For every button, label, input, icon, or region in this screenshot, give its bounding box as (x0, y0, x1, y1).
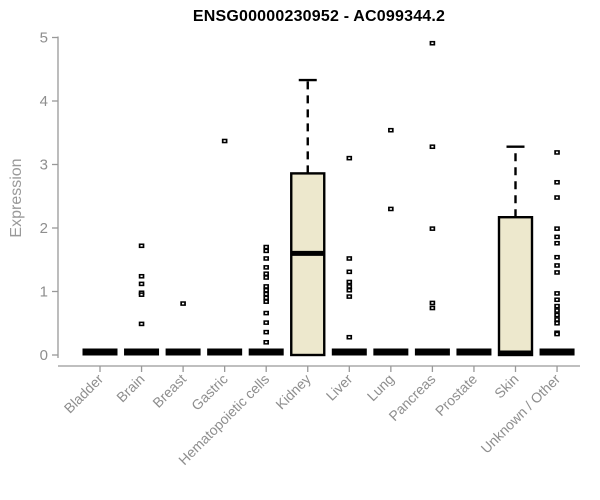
x-axis-label-kidney: Kidney (272, 371, 314, 413)
outlier-point-center-unknown-other (555, 236, 559, 238)
y-tick-label-3: 3 (40, 157, 48, 174)
zero-box-pancreas (414, 348, 450, 356)
zero-box-brain (124, 348, 160, 356)
outlier-point-center-unknown-other (555, 264, 559, 267)
x-axis-label-liver: Liver (323, 371, 356, 404)
outlier-point-center-gastric (223, 140, 226, 142)
outlier-point-center-hematopoietic-cells (265, 285, 268, 288)
outlier-point-center-liver (348, 271, 351, 273)
zero-box-liver (331, 348, 367, 356)
outlier-point-center-pancreas (431, 145, 434, 148)
x-axis-label-brain: Brain (113, 371, 147, 405)
outlier-point-center-hematopoietic-cells (265, 321, 268, 324)
box-skin (497, 216, 534, 357)
outlier-point-center-hematopoietic-cells (265, 312, 268, 314)
outlier-point-center-unknown-other (555, 318, 559, 321)
outlier-point-center-unknown-other (555, 322, 559, 325)
zero-box-breast (165, 348, 201, 356)
outlier-point-center-unknown-other (555, 305, 559, 307)
outlier-point-center-breast (182, 302, 185, 305)
outlier-point-center-unknown-other (555, 181, 559, 184)
y-tick-label-5: 5 (40, 30, 48, 47)
outlier-point-center-pancreas (431, 42, 434, 45)
outlier-point-center-brain (140, 323, 143, 325)
outlier-point-center-unknown-other (555, 314, 559, 316)
outlier-point-center-hematopoietic-cells (265, 293, 268, 295)
outlier-point-center-pancreas (431, 227, 434, 230)
zero-box-lung (373, 348, 409, 356)
x-axis-label-bladder: Bladder (61, 371, 107, 417)
outlier-point-center-brain (140, 293, 143, 296)
outlier-point-center-brain (140, 275, 143, 278)
outlier-point-center-brain (140, 283, 143, 285)
x-axis-label-breast: Breast (149, 371, 189, 411)
outlier-point-center-liver (348, 295, 351, 298)
outlier-point-center-hematopoietic-cells (265, 289, 268, 292)
outlier-point-center-pancreas (431, 307, 434, 309)
outlier-point-center-unknown-other (555, 227, 559, 230)
zero-box-hematopoietic-cells (248, 348, 284, 356)
x-axis-label-unknown-other: Unknown / Other (478, 371, 564, 457)
outlier-point-center-unknown-other (555, 151, 559, 154)
outlier-point-center-hematopoietic-cells (265, 276, 268, 279)
outlier-point-center-unknown-other (555, 298, 559, 301)
box-kidney (290, 172, 326, 357)
outlier-point-center-hematopoietic-cells (265, 300, 268, 303)
y-tick-label-2: 2 (40, 220, 48, 237)
outlier-point-center-liver (348, 285, 351, 288)
outlier-point-center-liver (348, 289, 351, 292)
outlier-point-center-hematopoietic-cells (265, 246, 268, 248)
zero-box-gastric (207, 348, 243, 356)
y-tick-label-0: 0 (40, 347, 48, 364)
outlier-point-center-liver (348, 157, 351, 159)
outlier-point-center-hematopoietic-cells (265, 266, 268, 269)
outlier-point-center-unknown-other (555, 256, 559, 259)
outlier-point-center-liver (348, 257, 351, 260)
x-axis-label-skin: Skin (491, 371, 522, 402)
outlier-point-center-unknown-other (555, 333, 559, 335)
outlier-point-center-unknown-other (555, 292, 559, 295)
outlier-point-center-liver (348, 336, 351, 339)
y-tick-label-4: 4 (40, 93, 48, 110)
outlier-point-center-pancreas (431, 302, 434, 304)
outlier-point-center-hematopoietic-cells (265, 297, 268, 299)
outlier-point-center-unknown-other (555, 196, 559, 199)
outlier-point-center-brain (140, 244, 143, 247)
y-tick-label-1: 1 (40, 284, 48, 301)
zero-box-prostate (456, 348, 492, 356)
x-axis-label-lung: Lung (364, 371, 397, 404)
chart-title: ENSG00000230952 - AC099344.2 (192, 8, 446, 25)
outlier-point-center-lung (389, 129, 392, 132)
outlier-point-center-unknown-other (555, 309, 559, 312)
zero-box-bladder (82, 348, 118, 356)
outlier-point-center-hematopoietic-cells (265, 331, 268, 333)
zero-box-unknown-other (539, 348, 575, 356)
outlier-point-center-lung (389, 208, 392, 210)
outlier-point-center-hematopoietic-cells (265, 257, 268, 260)
outlier-point-center-hematopoietic-cells (265, 272, 268, 275)
x-axis-label-prostate: Prostate (432, 371, 480, 419)
outlier-point-center-unknown-other (555, 271, 559, 274)
outlier-point-center-unknown-other (555, 242, 559, 245)
outlier-point-center-liver (348, 281, 351, 283)
outlier-point-center-hematopoietic-cells (265, 250, 268, 252)
outlier-point-center-hematopoietic-cells (265, 341, 268, 344)
